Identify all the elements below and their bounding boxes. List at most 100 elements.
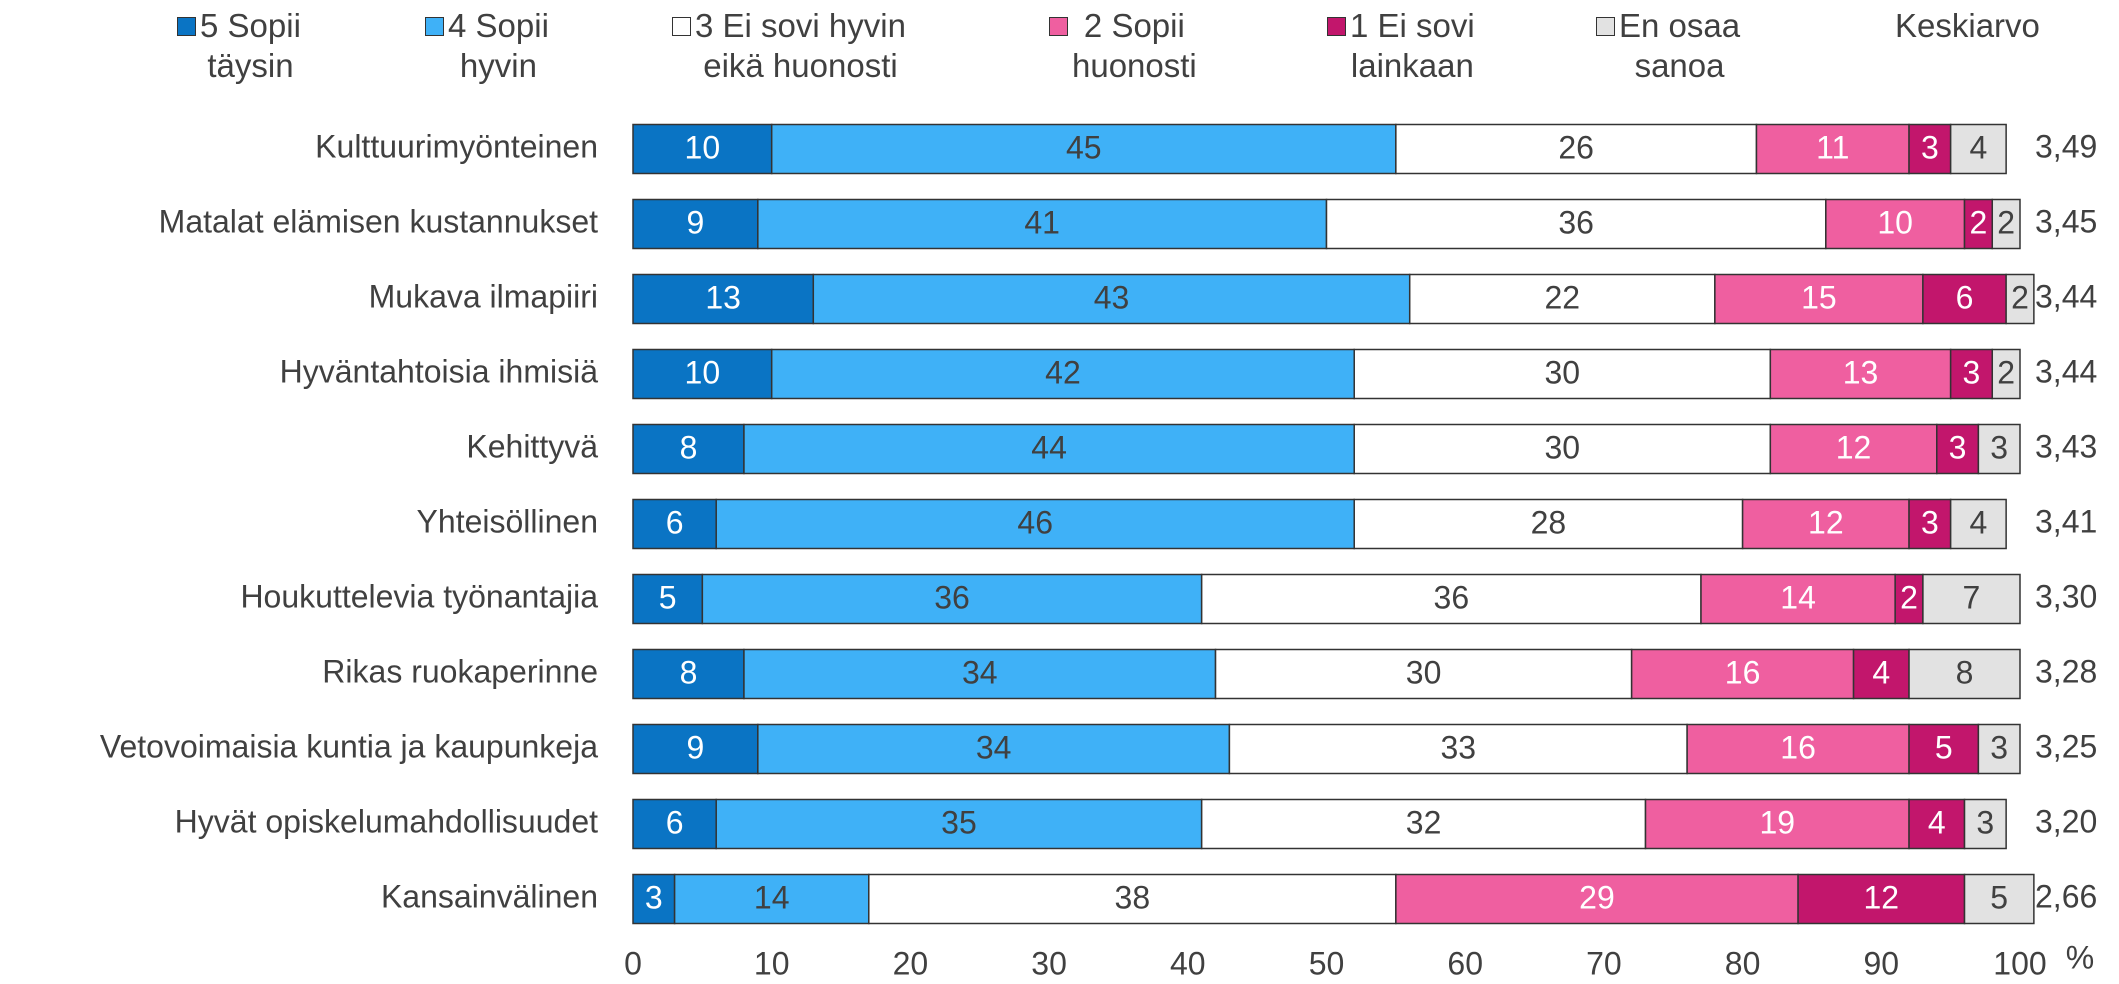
bar-segment — [1714, 273, 1924, 325]
category-label: Kansainvälinen — [381, 878, 598, 914]
bar-segment — [1353, 423, 1772, 475]
bar-segment — [1963, 873, 2035, 925]
legend-label: 3 Ei sovi hyvin eikä huonosti — [695, 7, 906, 84]
bar-segment — [1908, 648, 2021, 700]
bar-value-label: 2 — [1997, 354, 2015, 390]
mean-label: 3,20 — [2035, 803, 2097, 839]
bar-value-label: 36 — [1558, 204, 1594, 240]
legend-item: 2 Sopii huonosti — [1049, 6, 1197, 86]
bar-value-label: 4 — [1969, 129, 1987, 165]
bar-segment — [757, 723, 1231, 775]
bar-segment — [1949, 348, 1994, 400]
category-label: Houkuttelevia työnantajia — [240, 578, 598, 614]
mean-label: 3,44 — [2035, 353, 2097, 389]
bar-segment — [1908, 498, 1952, 550]
category-label: Rikas ruokaperinne — [322, 653, 598, 689]
bar-value-label: 5 — [659, 579, 677, 615]
bar-segment — [1630, 648, 1855, 700]
legend-item: 3 Ei sovi hyvin eikä huonosti — [672, 6, 906, 86]
bar-value-label: 2 — [2011, 279, 2029, 315]
bar-value-label: 9 — [687, 204, 705, 240]
bar-value-label: 12 — [1836, 429, 1872, 465]
bar-value-label: 2 — [1969, 204, 1987, 240]
bar-segment — [1214, 648, 1633, 700]
bar-value-label: 44 — [1031, 429, 1067, 465]
x-tick-label: 30 — [1031, 945, 1067, 981]
bar-value-label: 3 — [1921, 504, 1939, 540]
bar-segment — [1977, 423, 2021, 475]
bar-segment — [1200, 798, 1647, 850]
bar-segment — [1908, 723, 1980, 775]
bar-value-label: 3 — [1990, 429, 2008, 465]
bar-segment — [632, 348, 773, 400]
category-label: Kulttuurimyönteinen — [315, 128, 598, 164]
bar-segment — [770, 348, 1355, 400]
bar-value-label: 46 — [1017, 504, 1053, 540]
x-tick-label: 80 — [1725, 945, 1761, 981]
bar-segment — [1908, 798, 1966, 850]
legend-item: 5 Sopii täysin — [177, 6, 301, 86]
bar-value-label: 26 — [1558, 129, 1594, 165]
bar-segment — [1825, 198, 1966, 250]
bar-value-label: 11 — [1816, 129, 1849, 165]
bar-value-label: 38 — [1115, 879, 1151, 915]
legend-item: En osaa sanoa — [1596, 6, 1740, 86]
bar-segment — [1700, 573, 1896, 625]
bar-value-label: 33 — [1440, 729, 1476, 765]
bar-value-label: 14 — [1780, 579, 1816, 615]
bar-value-label: 10 — [685, 129, 721, 165]
bar-value-label: 7 — [1963, 579, 1981, 615]
x-tick-label: 0 — [624, 945, 642, 981]
legend-swatch — [177, 17, 196, 36]
bar-value-label: 8 — [680, 429, 698, 465]
bar-value-label: 30 — [1544, 429, 1580, 465]
bar-segment — [632, 498, 717, 550]
bar-value-label: 2 — [1900, 579, 1918, 615]
bar-segment — [701, 573, 1203, 625]
bar-value-label: 45 — [1066, 129, 1102, 165]
bar-segment — [632, 798, 717, 850]
bar-segment — [1922, 273, 2007, 325]
mean-label: 3,25 — [2035, 728, 2097, 764]
bar-segment — [632, 123, 773, 175]
legend-swatch — [425, 17, 444, 36]
legend-label: 1 Ei sovi lainkaan — [1350, 7, 1475, 84]
bar-value-label: 29 — [1579, 879, 1615, 915]
category-label: Hyvät opiskelumahdollisuudet — [175, 803, 598, 839]
bar-value-label: 10 — [1877, 204, 1913, 240]
bar-value-label: 43 — [1094, 279, 1130, 315]
x-tick-label: 100 — [1993, 945, 2046, 981]
mean-label: 3,43 — [2035, 428, 2097, 464]
bar-segment — [1741, 498, 1910, 550]
legend-label: En osaa sanoa — [1619, 7, 1741, 84]
bar-value-label: 22 — [1544, 279, 1580, 315]
mean-header: Keskiarvo — [1895, 7, 2040, 44]
bar-value-label: 36 — [934, 579, 970, 615]
bar-value-label: 34 — [962, 654, 998, 690]
bar-segment — [1325, 198, 1827, 250]
bar-value-label: 16 — [1725, 654, 1761, 690]
bar-value-label: 6 — [666, 504, 684, 540]
bar-value-label: 3 — [645, 879, 663, 915]
bar-value-label: 28 — [1531, 504, 1567, 540]
legend-swatch — [672, 17, 691, 36]
bar-segment — [1852, 648, 1910, 700]
bar-value-label: 3 — [1921, 129, 1939, 165]
x-tick-label: 20 — [893, 945, 929, 981]
bar-segment — [1228, 723, 1688, 775]
bar-segment — [1894, 573, 1924, 625]
bar-value-label: 12 — [1808, 504, 1844, 540]
mean-label: 2,66 — [2035, 878, 2097, 914]
bar-value-label: 3 — [1990, 729, 2008, 765]
legend-item: 1 Ei sovi lainkaan — [1327, 6, 1475, 86]
bar-segment — [673, 873, 870, 925]
category-label: Hyväntahtoisia ihmisiä — [280, 353, 599, 389]
bar-segment — [632, 573, 704, 625]
bar-segment — [1395, 873, 1799, 925]
bar-value-label: 32 — [1406, 804, 1442, 840]
bar-value-label: 42 — [1045, 354, 1081, 390]
bar-segment — [1949, 498, 2007, 550]
bar-value-label: 19 — [1759, 804, 1795, 840]
x-tick-label: 90 — [1864, 945, 1900, 981]
